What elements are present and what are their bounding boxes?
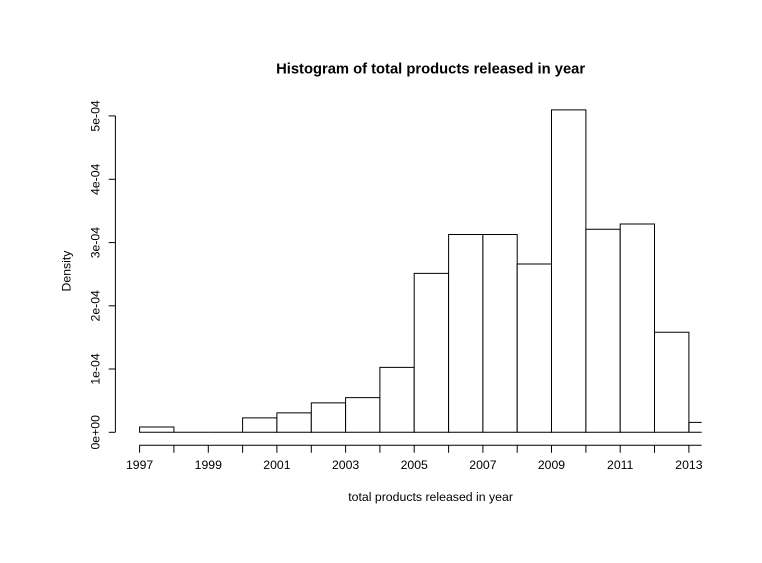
svg-text:1e-04: 1e-04 [89,353,103,385]
svg-text:Density: Density [59,250,73,292]
svg-text:2e-04: 2e-04 [89,290,103,322]
svg-text:2009: 2009 [538,458,565,472]
svg-text:0e+00: 0e+00 [89,415,103,450]
svg-text:total products released in yea: total products released in year [348,490,513,504]
svg-text:2003: 2003 [332,458,359,472]
svg-text:2013: 2013 [675,458,702,472]
svg-text:Histogram of total products re: Histogram of total products released in … [276,62,585,78]
svg-text:1999: 1999 [195,458,222,472]
svg-text:4e-04: 4e-04 [89,163,103,195]
svg-text:2011: 2011 [607,458,634,472]
svg-text:2001: 2001 [263,458,290,472]
svg-text:2005: 2005 [401,458,428,472]
svg-text:2007: 2007 [469,458,496,472]
svg-text:3e-04: 3e-04 [89,227,103,259]
svg-text:5e-04: 5e-04 [89,100,103,132]
svg-text:1997: 1997 [126,458,153,472]
